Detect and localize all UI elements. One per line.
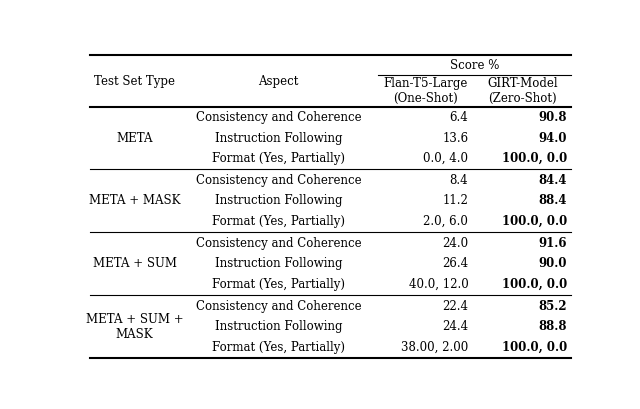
Text: Instruction Following: Instruction Following (214, 132, 342, 144)
Text: 24.4: 24.4 (442, 320, 468, 333)
Text: 11.2: 11.2 (442, 194, 468, 207)
Text: 40.0, 12.0: 40.0, 12.0 (408, 278, 468, 291)
Text: Consistency and Coherence: Consistency and Coherence (196, 237, 361, 249)
Text: 85.2: 85.2 (538, 299, 567, 312)
Text: 2.0, 6.0: 2.0, 6.0 (424, 215, 468, 228)
Text: 26.4: 26.4 (442, 257, 468, 270)
Text: Consistency and Coherence: Consistency and Coherence (196, 299, 361, 312)
Text: META + MASK: META + MASK (89, 194, 180, 207)
Text: Instruction Following: Instruction Following (214, 320, 342, 333)
Text: GIRT-Model
(Zero-Shot): GIRT-Model (Zero-Shot) (488, 77, 558, 105)
Text: Score %: Score % (450, 59, 499, 72)
Text: 84.4: 84.4 (539, 174, 567, 187)
Text: 38.00, 2.00: 38.00, 2.00 (401, 341, 468, 354)
Text: META + SUM: META + SUM (93, 257, 177, 270)
Text: Flan-T5-Large
(One-Shot): Flan-T5-Large (One-Shot) (384, 77, 468, 105)
Text: 91.6: 91.6 (539, 237, 567, 249)
Text: META: META (116, 132, 153, 144)
Text: 100.0, 0.0: 100.0, 0.0 (502, 215, 567, 228)
Text: 94.0: 94.0 (539, 132, 567, 144)
Text: 13.6: 13.6 (442, 132, 468, 144)
Text: 6.4: 6.4 (450, 111, 468, 124)
Text: Test Set Type: Test Set Type (94, 75, 175, 88)
Text: Format (Yes, Partially): Format (Yes, Partially) (212, 278, 345, 291)
Text: META + SUM +
MASK: META + SUM + MASK (86, 313, 184, 341)
Text: Aspect: Aspect (258, 75, 299, 88)
Text: Instruction Following: Instruction Following (214, 194, 342, 207)
Text: 100.0, 0.0: 100.0, 0.0 (502, 341, 567, 354)
Text: 88.4: 88.4 (539, 194, 567, 207)
Text: 88.8: 88.8 (539, 320, 567, 333)
Text: Format (Yes, Partially): Format (Yes, Partially) (212, 215, 345, 228)
Text: 90.0: 90.0 (539, 257, 567, 270)
Text: Consistency and Coherence: Consistency and Coherence (196, 111, 361, 124)
Text: 22.4: 22.4 (442, 299, 468, 312)
Text: Format (Yes, Partially): Format (Yes, Partially) (212, 341, 345, 354)
Text: 90.8: 90.8 (539, 111, 567, 124)
Text: 8.4: 8.4 (450, 174, 468, 187)
Text: 100.0, 0.0: 100.0, 0.0 (502, 278, 567, 291)
Text: Format (Yes, Partially): Format (Yes, Partially) (212, 152, 345, 165)
Text: Consistency and Coherence: Consistency and Coherence (196, 174, 361, 187)
Text: 24.0: 24.0 (442, 237, 468, 249)
Text: 100.0, 0.0: 100.0, 0.0 (502, 152, 567, 165)
Text: 0.0, 4.0: 0.0, 4.0 (424, 152, 468, 165)
Text: Instruction Following: Instruction Following (214, 257, 342, 270)
